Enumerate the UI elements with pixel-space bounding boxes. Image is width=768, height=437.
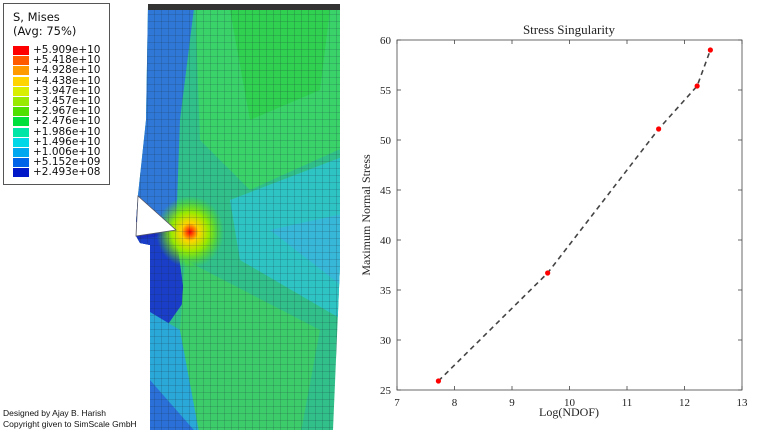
legend-swatch <box>13 97 29 106</box>
legend-value-label: +1.986e+10 <box>33 125 101 138</box>
x-tick-label: 9 <box>509 397 515 409</box>
legend-swatch <box>13 148 29 157</box>
plot-area <box>396 39 743 391</box>
y-tick-label: 25 <box>380 385 392 397</box>
x-tick-label: 13 <box>737 397 749 409</box>
legend-value-label: +2.493e+08 <box>33 166 101 179</box>
x-tick-label: 8 <box>452 397 458 409</box>
credit-line2: Copyright given to SimScale GmbH <box>3 419 137 429</box>
legend-value-label: +1.006e+10 <box>33 146 101 158</box>
data-point <box>545 270 551 276</box>
credit-text: Designed by Ajay B. Harish Copyright giv… <box>3 408 137 430</box>
legend-swatch <box>13 168 29 178</box>
y-tick-label: 40 <box>380 235 392 247</box>
legend-swatch <box>13 66 29 76</box>
legend-value-label: +4.438e+10 <box>33 74 101 87</box>
legend-value-label: +5.418e+10 <box>33 54 101 67</box>
legend-swatch <box>13 86 29 96</box>
y-tick-label: 60 <box>380 35 392 47</box>
chart-title: Stress Singularity <box>523 22 616 37</box>
legend-swatch <box>13 117 29 127</box>
legend-title: S, Mises (Avg: 75%) <box>13 10 76 38</box>
legend-value-label: +5.909e+10 <box>33 44 101 56</box>
x-axis-label: Log(NDOF) <box>539 405 599 419</box>
legend-value-label: +3.947e+10 <box>33 84 101 97</box>
legend-value-label: +4.928e+10 <box>33 64 101 77</box>
stress-chart: Stress Singularity Log(NDOF) Maximum Nor… <box>359 22 749 419</box>
y-tick-label: 35 <box>380 285 392 297</box>
legend-value-label: +2.476e+10 <box>33 115 101 128</box>
data-point <box>694 83 700 89</box>
data-point <box>707 47 713 53</box>
legend-swatch <box>13 46 29 55</box>
legend-swatch <box>13 76 29 86</box>
credit-line1: Designed by Ajay B. Harish <box>3 408 106 418</box>
legend-swatch <box>13 158 29 168</box>
y-axis-label: Maximum Normal Stress <box>359 154 373 276</box>
x-tick-label: 12 <box>679 397 690 409</box>
x-tick-label: 11 <box>622 397 633 409</box>
data-point <box>435 378 441 384</box>
legend-swatch <box>13 137 29 147</box>
legend-title-line2: (Avg: 75%) <box>13 24 77 38</box>
legend-swatch <box>13 127 29 137</box>
y-tick-label: 50 <box>380 135 392 147</box>
legend-value-label: +1.496e+10 <box>33 135 101 148</box>
x-tick-label: 10 <box>564 397 576 409</box>
data-point <box>656 126 662 132</box>
y-tick-label: 45 <box>380 185 392 197</box>
fem-contour-plot <box>135 4 340 430</box>
legend-title-line1: S, Mises <box>13 10 60 24</box>
y-tick-label: 30 <box>380 335 392 347</box>
y-tick-label: 55 <box>380 85 392 97</box>
legend-value-label: +3.457e+10 <box>33 95 101 107</box>
x-tick-label: 7 <box>394 397 400 409</box>
stress-legend: S, Mises (Avg: 75%) +5.909e+10 +5.418e+10… <box>3 3 110 185</box>
legend-swatch <box>13 107 29 117</box>
legend-value-label: +2.967e+10 <box>33 105 101 118</box>
legend-swatch <box>13 56 29 66</box>
legend-value-label: +5.152e+09 <box>33 156 101 169</box>
